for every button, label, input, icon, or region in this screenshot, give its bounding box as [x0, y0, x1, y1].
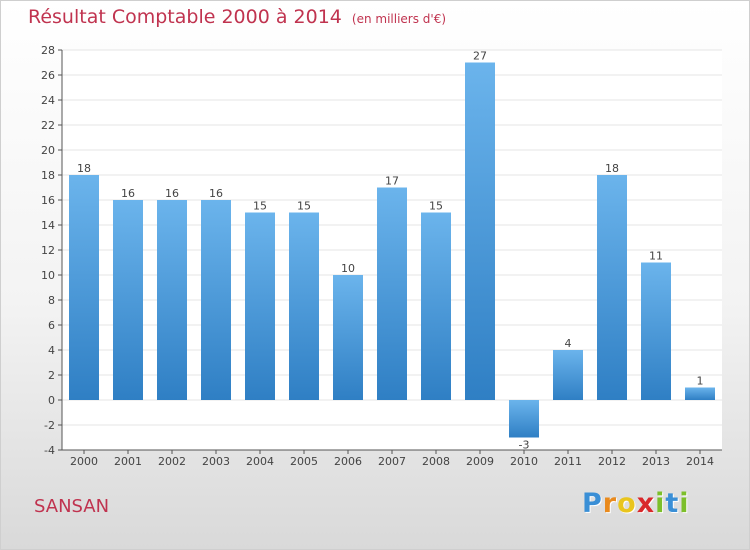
bar-2011 — [553, 350, 583, 400]
bar-2001 — [113, 200, 143, 400]
x-tick-label-2006: 2006 — [334, 455, 362, 468]
bar-2008 — [421, 212, 451, 400]
proxiti-logo: Proxiti — [582, 488, 690, 519]
value-label-2006: 10 — [341, 262, 355, 275]
y-tick-label: 12 — [41, 244, 55, 257]
logo-letter: t — [665, 488, 680, 519]
x-tick-label-2013: 2013 — [642, 455, 670, 468]
logo-letter: r — [602, 488, 618, 519]
x-tick-label-2003: 2003 — [202, 455, 230, 468]
y-tick-label: 14 — [41, 219, 55, 232]
bar-2004 — [245, 212, 275, 400]
y-tick-label: 22 — [41, 119, 55, 132]
logo-letter: o — [617, 488, 637, 519]
value-label-2002: 16 — [165, 187, 179, 200]
value-label-2012: 18 — [605, 162, 619, 175]
value-label-2003: 16 — [209, 187, 223, 200]
x-tick-label-2008: 2008 — [422, 455, 450, 468]
logo-letter: i — [655, 488, 666, 519]
x-tick-label-2010: 2010 — [510, 455, 538, 468]
x-tick-label-2012: 2012 — [598, 455, 626, 468]
y-tick-label: 4 — [48, 344, 55, 357]
x-tick-label-2000: 2000 — [70, 455, 98, 468]
y-tick-label: -2 — [44, 419, 55, 432]
bar-2003 — [201, 200, 231, 400]
value-label-2000: 18 — [77, 162, 91, 175]
chart-title-block: Résultat Comptable 2000 à 2014 (en millie… — [28, 6, 446, 28]
value-label-2008: 15 — [429, 200, 443, 213]
chart-title: Résultat Comptable 2000 à 2014 — [28, 6, 342, 28]
x-tick-label-2011: 2011 — [554, 455, 582, 468]
y-tick-label: 8 — [48, 294, 55, 307]
bar-2013 — [641, 262, 671, 400]
bar-2005 — [289, 212, 319, 400]
x-tick-label-2009: 2009 — [466, 455, 494, 468]
value-label-2001: 16 — [121, 187, 135, 200]
location-label: SANSAN — [34, 496, 110, 517]
bar-2006 — [333, 275, 363, 400]
value-label-2004: 15 — [253, 200, 267, 213]
y-tick-label: 20 — [41, 144, 55, 157]
bar-2012 — [597, 175, 627, 400]
value-label-2010: -3 — [519, 439, 530, 452]
x-tick-label-2007: 2007 — [378, 455, 406, 468]
logo-letter: P — [582, 488, 603, 519]
y-tick-label: 0 — [48, 394, 55, 407]
value-label-2005: 15 — [297, 200, 311, 213]
bar-2002 — [157, 200, 187, 400]
y-tick-label: 2 — [48, 369, 55, 382]
bar-2007 — [377, 187, 407, 400]
x-tick-label-2001: 2001 — [114, 455, 142, 468]
y-tick-label: 26 — [41, 69, 55, 82]
x-tick-label-2014: 2014 — [686, 455, 714, 468]
chart-unit: (en milliers d'€) — [351, 12, 447, 26]
y-tick-label: 28 — [41, 44, 55, 57]
value-label-2011: 4 — [565, 337, 572, 350]
y-tick-label: 6 — [48, 319, 55, 332]
y-tick-label: 10 — [41, 269, 55, 282]
bar-2010 — [509, 400, 539, 438]
bar-2009 — [465, 62, 495, 400]
bar-2000 — [69, 175, 99, 400]
value-label-2014: 1 — [697, 375, 704, 388]
value-label-2009: 27 — [473, 50, 487, 63]
bar-2014 — [685, 387, 715, 400]
x-tick-label-2005: 2005 — [290, 455, 318, 468]
x-tick-label-2004: 2004 — [246, 455, 274, 468]
logo-letter: x — [636, 488, 656, 519]
y-tick-label: 18 — [41, 169, 55, 182]
x-tick-label-2002: 2002 — [158, 455, 186, 468]
value-label-2007: 17 — [385, 175, 399, 188]
y-tick-label: 16 — [41, 194, 55, 207]
logo-letter: i — [679, 488, 690, 519]
y-tick-label: 24 — [41, 94, 55, 107]
y-tick-label: -4 — [44, 444, 55, 457]
value-label-2013: 11 — [649, 250, 663, 263]
